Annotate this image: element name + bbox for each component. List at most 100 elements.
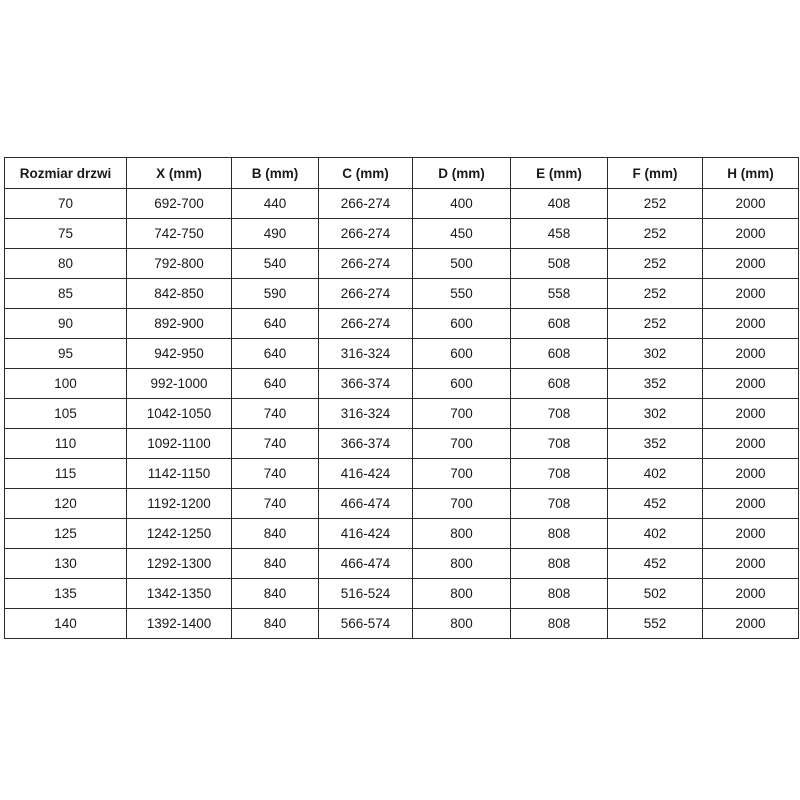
- table-cell: 452: [607, 488, 703, 519]
- table-cell: 700: [412, 458, 511, 489]
- table-cell: 302: [607, 338, 703, 369]
- table-cell: 1042-1050: [126, 398, 232, 429]
- column-header: D (mm): [412, 157, 511, 189]
- table-cell: 452: [607, 548, 703, 579]
- table-cell: 366-374: [318, 368, 413, 399]
- table-cell: 840: [231, 548, 319, 579]
- table-cell: 708: [510, 398, 608, 429]
- table-cell: 708: [510, 488, 608, 519]
- table-cell: 2000: [702, 428, 799, 459]
- table-row: 120 1192-1200 740 466-474 700 708 452 2000: [4, 488, 799, 519]
- table-cell: 2000: [702, 608, 799, 639]
- table-cell: 608: [510, 308, 608, 339]
- table-cell: 266-274: [318, 218, 413, 249]
- column-header: F (mm): [607, 157, 703, 189]
- table-cell: 352: [607, 368, 703, 399]
- table-row: 110 1092-1100 740 366-374 700 708 352 2000: [4, 428, 799, 459]
- table-cell: 2000: [702, 308, 799, 339]
- table-cell: 266-274: [318, 248, 413, 279]
- table-cell: 316-324: [318, 338, 413, 369]
- table-cell: 840: [231, 608, 319, 639]
- table-cell: 566-574: [318, 608, 413, 639]
- table-cell: 800: [412, 608, 511, 639]
- table-cell: 740: [231, 398, 319, 429]
- table-cell: 252: [607, 248, 703, 279]
- table-cell: 2000: [702, 368, 799, 399]
- table-cell: 85: [4, 278, 127, 309]
- table-cell: 110: [4, 428, 127, 459]
- table-cell: 1242-1250: [126, 518, 232, 549]
- table-row: 80 792-800 540 266-274 500 508 252 2000: [4, 248, 799, 279]
- table-cell: 640: [231, 368, 319, 399]
- table-cell: 808: [510, 608, 608, 639]
- table-row: 105 1042-1050 740 316-324 700 708 302 2000: [4, 398, 799, 429]
- table-cell: 70: [4, 188, 127, 219]
- table-cell: 808: [510, 578, 608, 609]
- table-cell: 402: [607, 458, 703, 489]
- table-cell: 590: [231, 278, 319, 309]
- table-cell: 2000: [702, 248, 799, 279]
- header-row: Rozmiar drzwi X (mm) B (mm) C (mm) D (mm) E (…: [4, 157, 799, 189]
- table-cell: 2000: [702, 188, 799, 219]
- table-cell: 115: [4, 458, 127, 489]
- table-cell: 458: [510, 218, 608, 249]
- table-row: 130 1292-1300 840 466-474 800 808 452 2000: [4, 548, 799, 579]
- table-cell: 740: [231, 458, 319, 489]
- column-header: C (mm): [318, 157, 413, 189]
- table-cell: 1342-1350: [126, 578, 232, 609]
- column-header: X (mm): [126, 157, 232, 189]
- table-cell: 135: [4, 578, 127, 609]
- table-cell: 550: [412, 278, 511, 309]
- table-cell: 266-274: [318, 188, 413, 219]
- table-cell: 266-274: [318, 308, 413, 339]
- table-cell: 842-850: [126, 278, 232, 309]
- table-cell: 740: [231, 428, 319, 459]
- table-cell: 416-424: [318, 458, 413, 489]
- table-cell: 2000: [702, 458, 799, 489]
- table-cell: 352: [607, 428, 703, 459]
- door-sizes-table: Rozmiar drzwi X (mm) B (mm) C (mm) D (mm) E (…: [4, 157, 799, 639]
- table-cell: 402: [607, 518, 703, 549]
- table-cell: 540: [231, 248, 319, 279]
- table-cell: 502: [607, 578, 703, 609]
- table-cell: 840: [231, 578, 319, 609]
- table-cell: 840: [231, 518, 319, 549]
- table-cell: 450: [412, 218, 511, 249]
- table-cell: 125: [4, 518, 127, 549]
- table-cell: 90: [4, 308, 127, 339]
- table-cell: 266-274: [318, 278, 413, 309]
- table-cell: 800: [412, 578, 511, 609]
- table-row: 140 1392-1400 840 566-574 800 808 552 2000: [4, 608, 799, 639]
- table-cell: 808: [510, 518, 608, 549]
- table-cell: 2000: [702, 488, 799, 519]
- table-cell: 600: [412, 308, 511, 339]
- table-cell: 302: [607, 398, 703, 429]
- table-cell: 75: [4, 218, 127, 249]
- table-cell: 500: [412, 248, 511, 279]
- table-cell: 2000: [702, 548, 799, 579]
- table-cell: 740: [231, 488, 319, 519]
- table-cell: 1092-1100: [126, 428, 232, 459]
- table-row: 85 842-850 590 266-274 550 558 252 2000: [4, 278, 799, 309]
- table-cell: 600: [412, 368, 511, 399]
- table-cell: 140: [4, 608, 127, 639]
- table-cell: 120: [4, 488, 127, 519]
- table-cell: 992-1000: [126, 368, 232, 399]
- table-row: 75 742-750 490 266-274 450 458 252 2000: [4, 218, 799, 249]
- table-cell: 2000: [702, 398, 799, 429]
- table-cell: 366-374: [318, 428, 413, 459]
- table-cell: 700: [412, 488, 511, 519]
- table-cell: 416-424: [318, 518, 413, 549]
- table-cell: 2000: [702, 218, 799, 249]
- table-cell: 708: [510, 458, 608, 489]
- table-cell: 700: [412, 398, 511, 429]
- table-cell: 408: [510, 188, 608, 219]
- table-cell: 640: [231, 308, 319, 339]
- table-cell: 100: [4, 368, 127, 399]
- table-cell: 508: [510, 248, 608, 279]
- table-cell: 2000: [702, 338, 799, 369]
- table-cell: 516-524: [318, 578, 413, 609]
- table-cell: 2000: [702, 518, 799, 549]
- table-cell: 466-474: [318, 488, 413, 519]
- table-cell: 552: [607, 608, 703, 639]
